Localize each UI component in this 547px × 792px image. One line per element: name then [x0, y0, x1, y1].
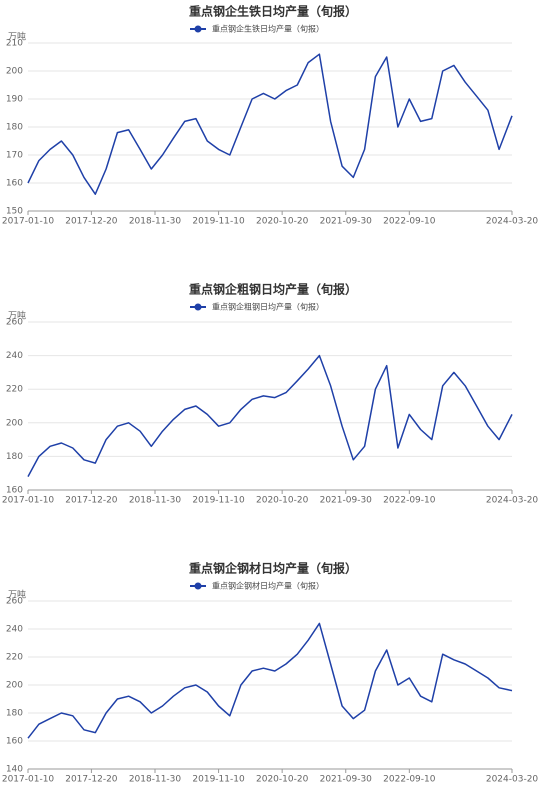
- y-tick-label: 200: [6, 681, 23, 691]
- y-tick-label: 160: [6, 179, 23, 189]
- x-tick-label: 2022-09-10: [383, 775, 436, 785]
- x-tick-label: 2020-10-20: [256, 775, 309, 785]
- x-tick-label: 2017-01-10: [2, 775, 55, 785]
- chart-title: 重点钢企粗钢日均产量（旬报）: [189, 282, 357, 297]
- y-tick-label: 190: [6, 95, 23, 105]
- y-tick-label: 200: [6, 418, 23, 428]
- series-line: [27, 622, 513, 739]
- x-tick-label: 2017-12-20: [65, 496, 118, 506]
- x-tick-label: 2022-09-10: [383, 496, 436, 506]
- series-line: [27, 354, 513, 477]
- x-tick-label: 2019-11-10: [192, 775, 245, 785]
- x-tick-label: 2018-11-30: [129, 496, 182, 506]
- x-tick-label: 2018-11-30: [129, 775, 182, 785]
- legend-marker: [194, 25, 202, 33]
- x-tick-label: 2019-11-10: [192, 496, 245, 506]
- y-tick-label: 260: [6, 318, 23, 328]
- x-tick-label: 2017-12-20: [65, 775, 118, 785]
- x-tick-label: 2024-03-20: [486, 775, 539, 785]
- y-tick-label: 160: [6, 486, 23, 496]
- y-tick-label: 240: [6, 351, 23, 361]
- x-tick-label: 2019-11-10: [192, 217, 245, 227]
- legend-marker: [194, 582, 202, 590]
- x-tick-label: 2022-09-10: [383, 217, 436, 227]
- x-tick-label: 2018-11-30: [129, 217, 182, 227]
- y-tick-label: 200: [6, 67, 23, 77]
- y-tick-label: 260: [6, 597, 23, 607]
- x-tick-label: 2024-03-20: [486, 496, 539, 506]
- legend-marker: [194, 303, 202, 311]
- y-tick-label: 140: [6, 765, 23, 775]
- y-axis-label: 万吨: [8, 310, 26, 322]
- y-tick-label: 180: [6, 123, 23, 133]
- y-tick-label: 210: [6, 39, 23, 49]
- x-tick-label: 2024-03-20: [486, 217, 539, 227]
- x-tick-label: 2017-12-20: [65, 217, 118, 227]
- y-tick-label: 220: [6, 385, 23, 395]
- y-tick-label: 180: [6, 709, 23, 719]
- y-tick-label: 170: [6, 151, 23, 161]
- legend-label: 重点钢企生铁日均产量（旬报）: [212, 24, 324, 34]
- y-axis-label: 万吨: [8, 589, 26, 601]
- y-tick-label: 240: [6, 625, 23, 635]
- x-tick-label: 2020-10-20: [256, 217, 309, 227]
- x-tick-label: 2021-09-30: [320, 496, 373, 506]
- x-tick-label: 2020-10-20: [256, 496, 309, 506]
- legend-label: 重点钢企粗钢日均产量（旬报）: [212, 302, 324, 312]
- chart-title: 重点钢企钢材日均产量（旬报）: [189, 561, 357, 576]
- y-axis-label: 万吨: [8, 31, 26, 43]
- x-tick-label: 2017-01-10: [2, 217, 55, 227]
- y-tick-label: 220: [6, 653, 23, 663]
- legend-label: 重点钢企钢材日均产量（旬报）: [212, 581, 324, 591]
- y-tick-label: 180: [6, 452, 23, 462]
- y-tick-label: 160: [6, 737, 23, 747]
- x-tick-label: 2021-09-30: [320, 217, 373, 227]
- chart-title: 重点钢企生铁日均产量（旬报）: [189, 4, 357, 19]
- y-tick-label: 150: [6, 207, 23, 217]
- x-tick-label: 2021-09-30: [320, 775, 373, 785]
- x-tick-label: 2017-01-10: [2, 496, 55, 506]
- series-line: [27, 53, 513, 195]
